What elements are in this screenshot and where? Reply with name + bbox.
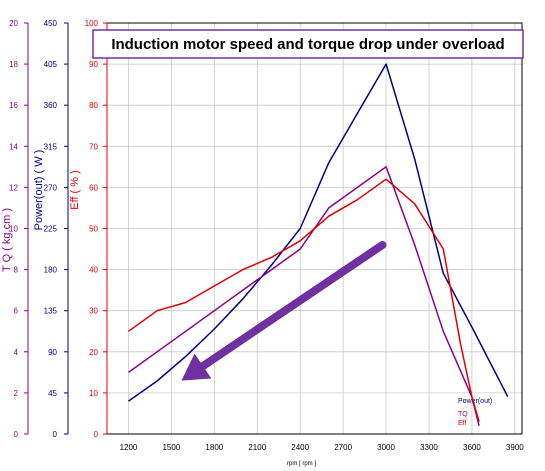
tq-tick-label: 8 xyxy=(14,266,19,275)
tq-tick-label: 6 xyxy=(14,307,19,316)
x-tick-label: 1800 xyxy=(205,443,223,452)
annotation-layer xyxy=(181,240,387,381)
series-line-powerout xyxy=(128,63,509,402)
tq-tick-label: 4 xyxy=(14,348,19,357)
eff-tick-label: 30 xyxy=(89,307,98,316)
x-tick-label: 3600 xyxy=(463,443,481,452)
trend-arrow-head xyxy=(181,353,212,381)
trend-arrow-shaft xyxy=(197,240,387,372)
x-axis-label: rpm [ rpm ] xyxy=(287,461,316,467)
power-tick-label: 225 xyxy=(44,225,58,234)
power-tick-label: 405 xyxy=(44,60,58,69)
chart-title: Induction motor speed and torque drop un… xyxy=(111,36,504,53)
x-tick-label: 1200 xyxy=(120,443,138,452)
eff-tick-label: 100 xyxy=(85,19,99,28)
series-layer: Power(out) TQ Eff xyxy=(128,63,509,427)
power-tick-label: 90 xyxy=(48,348,57,357)
x-tick-label: 2400 xyxy=(291,443,309,452)
power-axis-title: Power(out) ( W ) xyxy=(33,150,45,231)
eff-tick-label: 10 xyxy=(89,389,98,398)
x-tick-label: 3300 xyxy=(420,443,438,452)
power-tick-label: 180 xyxy=(44,266,58,275)
power-tick-label: 45 xyxy=(48,389,57,398)
x-tick-label: 3000 xyxy=(377,443,395,452)
series-end-label: Power(out) xyxy=(458,398,492,405)
eff-tick-label: 60 xyxy=(89,183,98,192)
x-tick-label: 3900 xyxy=(506,443,524,452)
tq-tick-label: 12 xyxy=(9,183,18,192)
tq-tick-label: 10 xyxy=(9,225,18,234)
power-tick-label: 135 xyxy=(44,307,58,316)
eff-tick-label: 40 xyxy=(89,266,98,275)
power-tick-label: 360 xyxy=(44,101,58,110)
eff-tick-label: 20 xyxy=(89,348,98,357)
series-line-eff xyxy=(128,178,480,422)
tq-tick-label: 14 xyxy=(9,142,18,151)
tq-tick-label: 18 xyxy=(9,60,18,69)
eff-tick-label: 80 xyxy=(89,101,98,110)
power-tick-label: 0 xyxy=(53,430,58,439)
eff-tick-label: 50 xyxy=(89,225,98,234)
eff-tick-label: 70 xyxy=(89,142,98,151)
title-box: Induction motor speed and torque drop un… xyxy=(92,29,524,59)
series-end-label: Eff xyxy=(458,420,466,427)
axes: 1200 1500 1800 2100 2400 2700 3000 3300 3600 3900… xyxy=(1,19,524,467)
eff-axis-title: Eff ( % ) xyxy=(69,170,81,210)
tq-tick-label: 20 xyxy=(9,19,18,28)
x-tick-label: 2100 xyxy=(248,443,266,452)
series-end-label: TQ xyxy=(458,411,468,418)
tq-tick-label: 16 xyxy=(9,101,18,110)
x-tick-label: 1500 xyxy=(162,443,180,452)
eff-tick-label: 0 xyxy=(94,430,99,439)
tq-axis-title: T Q ( kg.cm ) xyxy=(1,208,13,272)
power-tick-label: 450 xyxy=(44,19,58,28)
power-tick-label: 270 xyxy=(44,183,58,192)
tq-tick-label: 2 xyxy=(14,389,19,398)
tq-tick-label: 0 xyxy=(14,430,19,439)
eff-tick-label: 90 xyxy=(89,60,98,69)
x-tick-label: 2700 xyxy=(334,443,352,452)
power-tick-label: 315 xyxy=(44,142,58,151)
